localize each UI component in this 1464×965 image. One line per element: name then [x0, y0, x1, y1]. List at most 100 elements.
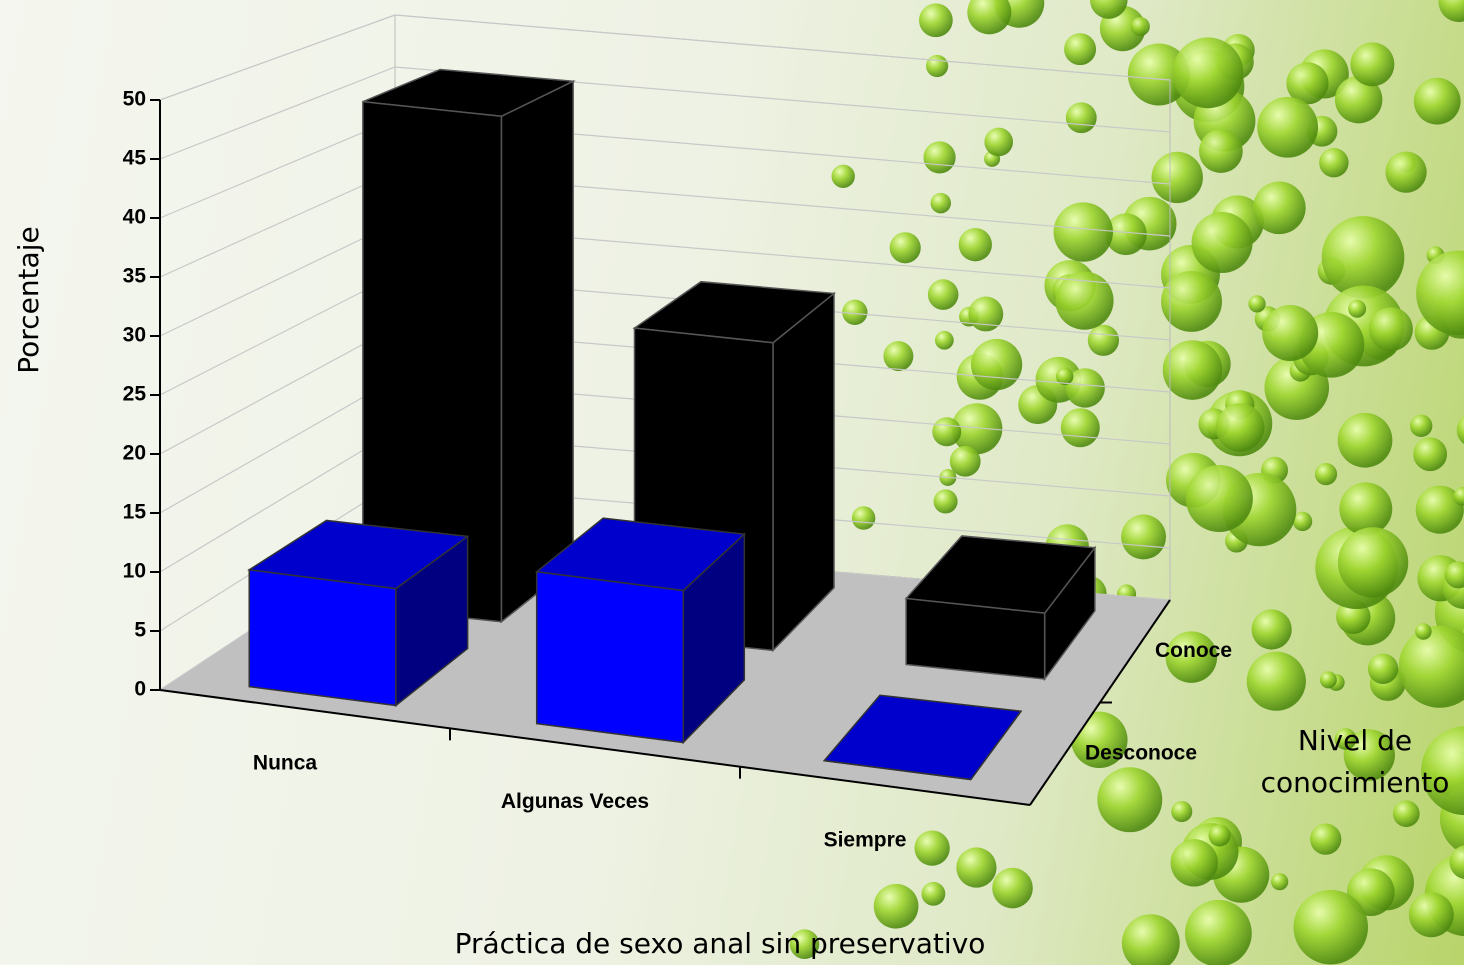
decor-sphere	[1415, 623, 1432, 640]
y-tick-label: 35	[123, 265, 147, 288]
decor-sphere	[1053, 202, 1113, 262]
decor-sphere	[883, 341, 914, 372]
decor-sphere	[1198, 129, 1243, 173]
decor-sphere	[956, 847, 997, 888]
decor-sphere	[1208, 824, 1231, 847]
y-tick-label: 45	[123, 147, 147, 170]
decor-sphere	[789, 929, 820, 959]
decor-sphere	[934, 330, 954, 350]
decor-sphere	[1438, 0, 1464, 23]
decor-sphere	[1065, 368, 1105, 408]
decor-sphere	[933, 489, 958, 514]
decor-sphere	[1060, 408, 1100, 448]
decor-sphere	[1087, 324, 1120, 356]
decor-sphere	[1348, 299, 1367, 318]
decor-sphere	[1151, 151, 1203, 204]
decor-sphere	[1339, 482, 1393, 536]
decor-sphere	[1252, 181, 1306, 235]
decor-sphere	[958, 228, 992, 262]
decor-sphere	[1350, 42, 1395, 87]
decor-sphere	[1321, 216, 1405, 299]
decor-sphere	[1453, 487, 1464, 506]
decor-sphere	[921, 881, 946, 906]
y-tick-label: 5	[134, 619, 146, 642]
decor-sphere	[1121, 914, 1180, 965]
decor-sphere	[1319, 147, 1349, 178]
decor-sphere	[1293, 889, 1369, 965]
decor-sphere	[932, 417, 962, 447]
decor-sphere	[968, 296, 1004, 332]
decor-sphere	[1413, 437, 1448, 472]
decor-sphere	[1127, 43, 1190, 106]
y-tick-label: 25	[123, 383, 147, 406]
decor-sphere	[1334, 728, 1357, 750]
decor-sphere	[1170, 839, 1218, 887]
decor-sphere	[1262, 304, 1319, 361]
decor-sphere	[1292, 511, 1313, 532]
decor-sphere	[1408, 892, 1454, 938]
z-tick-label: Desconoce	[1085, 741, 1197, 764]
y-tick-label: 50	[123, 88, 146, 111]
decor-sphere	[1319, 671, 1337, 689]
bar-side	[772, 291, 835, 653]
bar	[904, 535, 1097, 682]
y-tick-label: 40	[123, 206, 146, 229]
decor-sphere	[951, 403, 1003, 455]
decor-sphere	[967, 0, 1012, 35]
x-tick-label: Nunca	[253, 752, 318, 775]
y-axis-title: Porcentaje	[12, 226, 45, 373]
y-tick-label: 30	[123, 324, 146, 347]
decor-sphere	[930, 192, 951, 214]
decor-sphere	[1367, 653, 1399, 684]
decor-sphere	[1064, 33, 1097, 66]
decor-sphere	[1171, 800, 1193, 823]
decor-sphere	[1337, 527, 1409, 598]
decor-sphere	[1185, 899, 1252, 965]
bar-side	[500, 80, 574, 624]
decor-sphere	[1191, 212, 1253, 274]
decor-sphere	[851, 506, 876, 530]
decor-sphere	[1065, 102, 1097, 134]
decor-sphere	[1392, 800, 1420, 828]
x-tick-label: Algunas Veces	[501, 790, 649, 813]
x-tick-label: Siempre	[824, 828, 907, 851]
grid-line	[159, 170, 1171, 278]
decor-sphere	[926, 54, 949, 78]
decor-sphere	[1416, 250, 1464, 336]
decor-sphere	[1286, 62, 1329, 105]
decor-sphere	[1055, 367, 1074, 386]
decor-sphere	[1246, 651, 1306, 711]
z-tick-label: Conoce	[1155, 639, 1232, 662]
decor-sphere	[1248, 295, 1266, 313]
decor-sphere	[1121, 514, 1166, 560]
decor-sphere	[918, 3, 953, 38]
decor-sphere	[1172, 37, 1244, 109]
decor-sphere	[1314, 463, 1338, 486]
decor-sphere	[1337, 412, 1393, 468]
grid-line	[159, 66, 1171, 160]
x-axis	[159, 689, 1031, 806]
decor-sphere	[1415, 485, 1464, 534]
decor-sphere	[1097, 767, 1163, 833]
bar	[247, 519, 470, 708]
decor-sphere	[1257, 96, 1319, 158]
decor-sphere	[1130, 17, 1150, 37]
bar	[822, 694, 1023, 781]
decor-sphere	[1456, 416, 1464, 445]
decor-sphere	[970, 338, 1023, 391]
decor-sphere	[1368, 307, 1413, 352]
bar-front	[905, 597, 1046, 680]
y-tick-label: 20	[123, 442, 146, 465]
decor-sphere	[1398, 625, 1464, 708]
decor-sphere	[1444, 561, 1464, 589]
decor-sphere	[831, 164, 855, 188]
decor-sphere	[889, 232, 921, 264]
decor-sphere	[914, 830, 950, 866]
y-tick-label: 15	[123, 501, 147, 524]
decor-sphere	[1421, 726, 1464, 816]
y-tick-label: 0	[134, 678, 146, 701]
grid-line	[159, 14, 1171, 101]
background-decoration	[770, 0, 1464, 965]
